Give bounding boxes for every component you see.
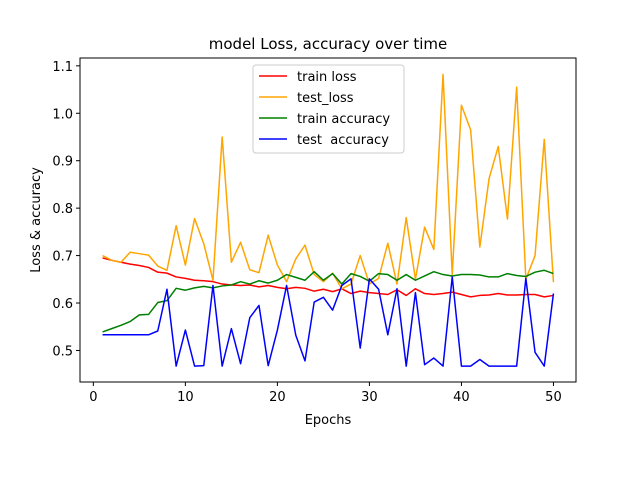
- y-tick-label: 0.5: [52, 344, 73, 359]
- legend-box: [252, 64, 405, 154]
- x-tick-label: 0: [89, 390, 97, 405]
- y-tick-label: 0.8: [52, 202, 73, 217]
- series-line-train-accuracy: [102, 269, 554, 333]
- plot-lines: [102, 73, 555, 367]
- y-tick-label: 0.9: [52, 155, 73, 170]
- x-axis: 0 10 20 30 40 50: [89, 382, 562, 405]
- series-line-train-loss: [102, 257, 554, 298]
- legend-label: test accuracy: [297, 133, 389, 148]
- x-axis-label: Epochs: [305, 413, 352, 428]
- chart-title: model Loss, accuracy over time: [209, 35, 447, 53]
- y-tick-label: 1.1: [52, 60, 73, 75]
- x-tick-label: 30: [361, 390, 378, 405]
- x-tick-label: 20: [269, 390, 286, 405]
- legend-label: test_loss: [297, 91, 354, 106]
- x-tick-label: 10: [177, 390, 194, 405]
- y-axis-label: Loss & accuracy: [29, 167, 44, 273]
- legend-label: train loss: [297, 70, 357, 85]
- y-tick-label: 0.7: [52, 250, 73, 265]
- series-line-test-accuracy: [102, 276, 555, 367]
- y-tick-label: 1.0: [52, 107, 73, 122]
- x-tick-label: 40: [453, 390, 470, 405]
- y-tick-label: 0.6: [52, 297, 73, 312]
- plot-frame: [79, 57, 577, 383]
- x-tick-label: 50: [545, 390, 562, 405]
- y-axis: 0.5 0.6 0.7 0.8 0.9 1.0 1.1: [52, 60, 80, 359]
- legend-label: train accuracy: [297, 112, 390, 127]
